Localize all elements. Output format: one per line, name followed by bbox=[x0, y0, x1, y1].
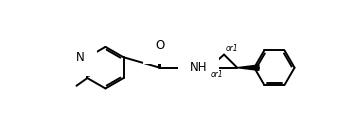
Text: O: O bbox=[155, 39, 164, 52]
Text: N: N bbox=[76, 51, 85, 64]
Text: or1: or1 bbox=[226, 44, 238, 53]
Text: or1: or1 bbox=[211, 70, 224, 79]
Polygon shape bbox=[237, 65, 259, 70]
Text: NH: NH bbox=[190, 61, 207, 74]
